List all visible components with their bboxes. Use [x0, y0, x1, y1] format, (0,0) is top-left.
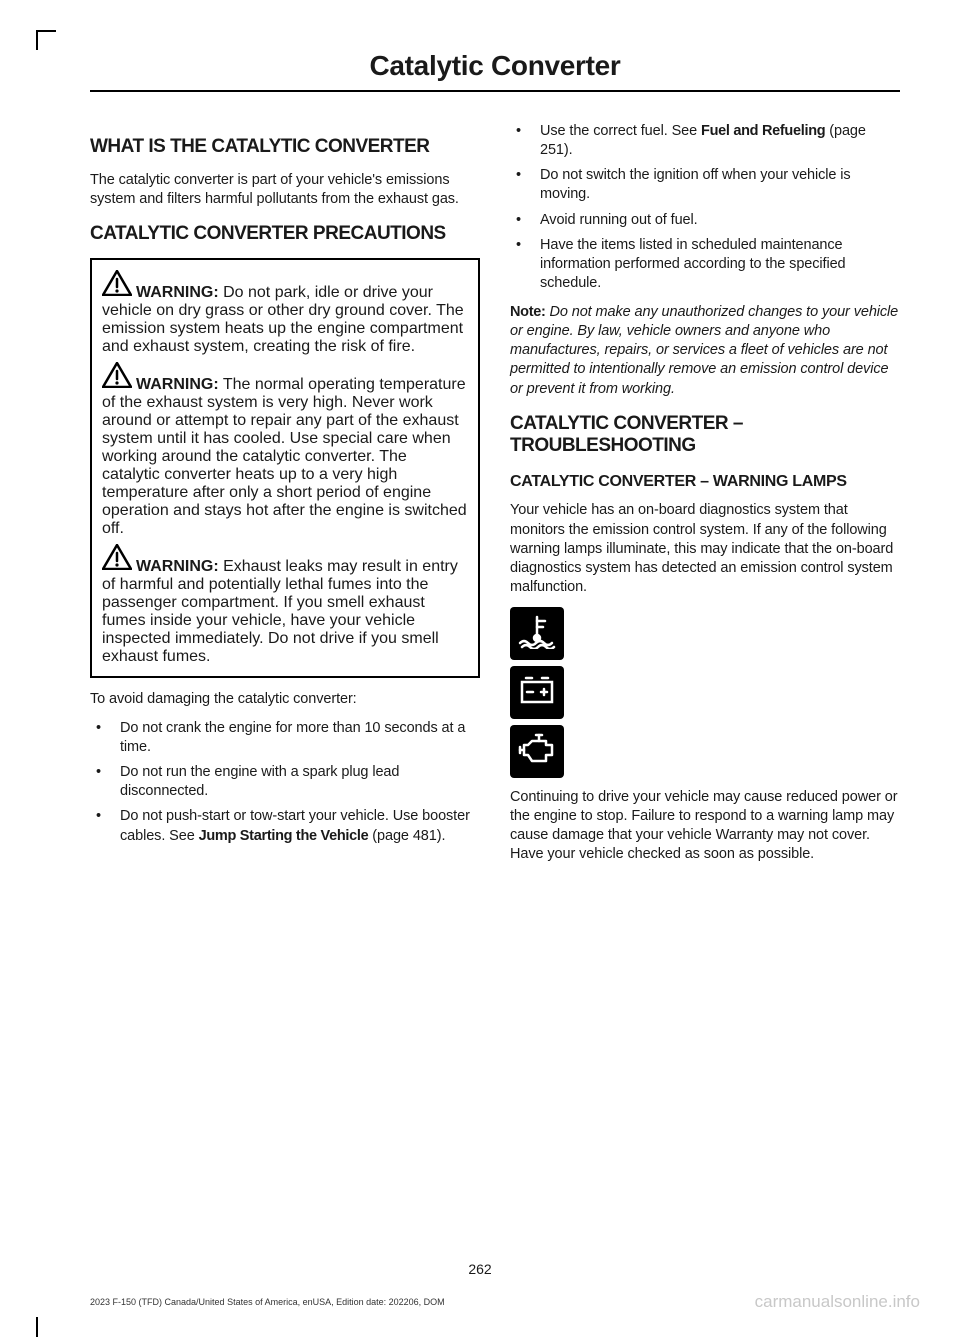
list-item: Do not switch the ignition off when your…	[510, 166, 900, 204]
temperature-icon	[510, 607, 564, 660]
paragraph-avoid: To avoid damaging the catalytic converte…	[90, 690, 480, 709]
footer-watermark: carmanualsonline.info	[755, 1292, 920, 1312]
lamp-battery	[510, 666, 900, 719]
warning-label: WARNING:	[136, 376, 219, 393]
page: Catalytic Converter WHAT IS THE CATALYTI…	[0, 0, 960, 1337]
list-item: Use the correct fuel. See Fuel and Refue…	[510, 122, 900, 160]
note-paragraph: Note: Do not make any unauthorized chang…	[510, 303, 900, 399]
lamp-engine	[510, 725, 900, 778]
heading-precautions: CATALYTIC CONVERTER PRECAUTIONS	[90, 223, 480, 246]
list-item: Have the items listed in scheduled maint…	[510, 236, 900, 293]
warning-box: WARNING: Do not park, idle or drive your…	[90, 258, 480, 678]
battery-icon	[510, 666, 564, 719]
warning-icon	[102, 544, 132, 575]
warning-3: WARNING: Exhaust leaks may result in ent…	[102, 544, 468, 666]
paragraph-continuing: Continuing to drive your vehicle may cau…	[510, 788, 900, 865]
column-right: Use the correct fuel. See Fuel and Refue…	[510, 122, 900, 875]
lamp-temperature	[510, 607, 900, 660]
li3-c: (page 481).	[368, 828, 445, 844]
list-item: Avoid running out of fuel.	[510, 211, 900, 230]
li4-a: Use the correct fuel. See	[540, 123, 701, 139]
footer-edition: 2023 F-150 (TFD) Canada/United States of…	[90, 1297, 445, 1307]
list-item: Do not run the engine with a spark plug …	[90, 763, 480, 801]
crop-mark-top-left	[36, 30, 56, 50]
li3-link: Jump Starting the Vehicle	[199, 828, 369, 844]
warning-2: WARNING: The normal operating temperatur…	[102, 362, 468, 538]
paragraph-lamps: Your vehicle has an on-board diagnostics…	[510, 501, 900, 597]
note-label: Note:	[510, 304, 546, 320]
heading-what-is: WHAT IS THE CATALYTIC CONVERTER	[90, 136, 480, 159]
paragraph-what-is: The catalytic converter is part of your …	[90, 171, 480, 209]
content-columns: WHAT IS THE CATALYTIC CONVERTER The cata…	[90, 122, 900, 875]
title-rule	[90, 90, 900, 92]
note-body: Do not make any unauthorized changes to …	[510, 304, 898, 397]
engine-icon	[510, 725, 564, 778]
heading-warning-lamps: CATALYTIC CONVERTER – WARNING LAMPS	[510, 472, 900, 491]
avoid-list-cont: Use the correct fuel. See Fuel and Refue…	[510, 122, 900, 293]
warning-icon	[102, 362, 132, 393]
warning-label: WARNING:	[136, 284, 219, 301]
warning-label: WARNING:	[136, 558, 219, 575]
warning-1: WARNING: Do not park, idle or drive your…	[102, 270, 468, 356]
avoid-list: Do not crank the engine for more than 10…	[90, 719, 480, 846]
warning-2-text: The normal operating temperature of the …	[102, 376, 467, 537]
column-left: WHAT IS THE CATALYTIC CONVERTER The cata…	[90, 122, 480, 875]
list-item: Do not crank the engine for more than 10…	[90, 719, 480, 757]
list-item: Do not push-start or tow-start your vehi…	[90, 807, 480, 845]
warning-icon	[102, 270, 132, 301]
page-number: 262	[0, 1261, 960, 1277]
li4-link: Fuel and Refueling	[701, 123, 825, 139]
crop-mark-bottom-left	[36, 1317, 56, 1337]
page-title: Catalytic Converter	[90, 50, 900, 82]
heading-troubleshoot: CATALYTIC CONVERTER – TROUBLESHOOTING	[510, 413, 900, 459]
